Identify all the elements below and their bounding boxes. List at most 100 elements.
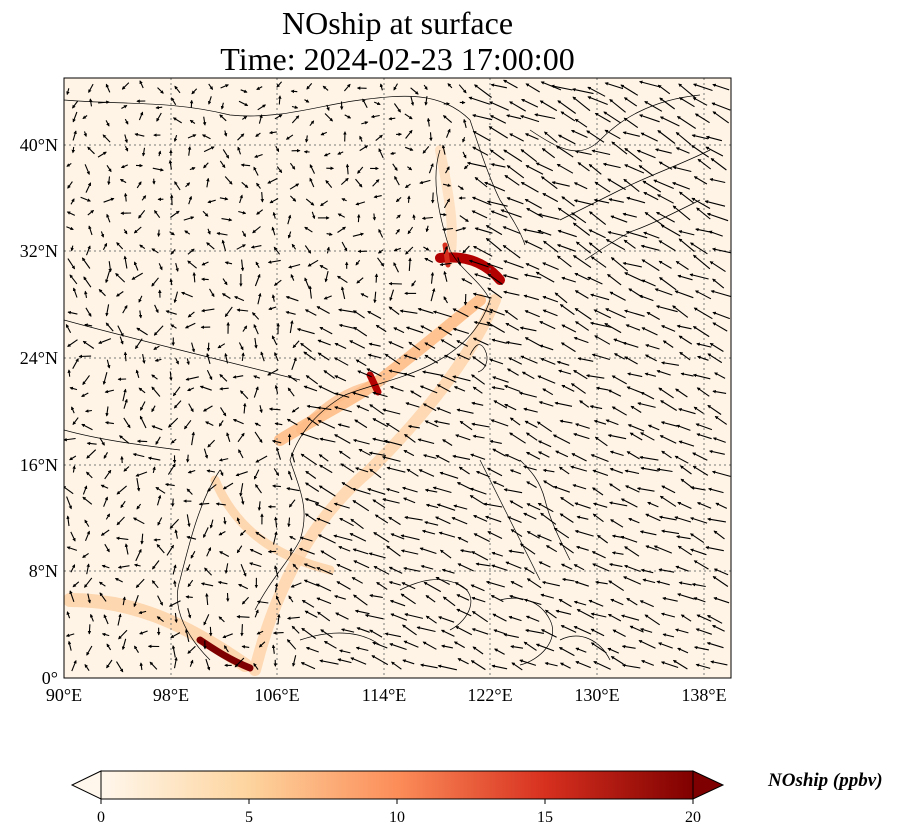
wind-arrow <box>124 118 129 125</box>
wind-arrow <box>309 120 315 127</box>
wind-arrow <box>169 231 175 236</box>
lon-tick-label: 138°E <box>681 685 726 705</box>
wind-arrow <box>412 214 416 220</box>
wind-arrow <box>473 320 493 327</box>
wind-arrow <box>154 358 162 362</box>
wind-arrow <box>586 374 605 379</box>
wind-arrow <box>456 340 469 347</box>
wind-arrow <box>672 305 689 318</box>
wind-arrow <box>405 326 424 334</box>
wind-arrow <box>490 419 509 427</box>
wind-arrow <box>559 419 573 424</box>
wind-arrow <box>570 129 588 139</box>
wind-arrow <box>550 84 573 91</box>
wind-arrow <box>255 132 261 137</box>
wind-arrow <box>420 325 432 332</box>
wind-arrow <box>72 130 77 141</box>
wind-arrow <box>320 131 328 136</box>
wind-arrow <box>706 212 729 222</box>
wind-arrow <box>406 468 419 477</box>
wind-arrow <box>188 195 193 205</box>
wind-arrow <box>524 310 540 318</box>
lon-tick-label: 114°E <box>362 685 407 705</box>
wind-arrow <box>82 340 95 349</box>
wind-arrow <box>525 165 544 175</box>
wind-arrow <box>645 344 660 350</box>
wind-arrow <box>66 226 74 231</box>
wind-arrow <box>389 289 395 301</box>
wind-arrow <box>418 469 435 477</box>
wind-arrow <box>208 83 214 90</box>
wind-arrow <box>184 322 196 329</box>
wind-arrow <box>595 386 609 391</box>
wind-arrow <box>276 81 283 88</box>
wind-arrow <box>509 432 526 444</box>
wind-arrow <box>672 166 692 173</box>
wind-arrow <box>355 178 363 188</box>
wind-arrow <box>337 275 348 284</box>
wind-arrow <box>695 423 713 431</box>
wind-arrow <box>662 340 674 348</box>
wind-arrow <box>523 407 538 413</box>
wind-arrow <box>388 369 405 375</box>
wind-arrow <box>638 165 654 177</box>
wind-arrow <box>502 226 521 235</box>
wind-arrow <box>491 385 505 391</box>
wind-arrow <box>705 146 724 157</box>
wind-arrow <box>311 211 316 220</box>
wind-arrow <box>304 245 312 254</box>
wind-arrow <box>287 231 292 239</box>
wind-arrow <box>641 279 656 287</box>
wind-arrow <box>343 83 351 92</box>
wind-arrow <box>571 453 587 462</box>
wind-arrow <box>241 352 245 361</box>
wind-arrow <box>355 201 366 206</box>
wind-arrow <box>641 259 660 272</box>
lat-tick-label: 0° <box>42 668 58 688</box>
wind-arrow <box>69 455 77 461</box>
wind-arrow <box>234 296 245 302</box>
wind-arrow <box>187 387 195 392</box>
wind-arrow <box>153 325 164 336</box>
wind-arrow <box>542 193 559 203</box>
colorbar-tick-label: 5 <box>245 809 253 826</box>
wind-arrow <box>417 307 434 314</box>
wind-arrow <box>292 340 300 349</box>
wind-arrow <box>271 226 276 236</box>
wind-arrow <box>151 248 159 254</box>
wind-arrow <box>152 167 164 172</box>
wind-arrow <box>206 177 210 188</box>
wind-arrow <box>678 335 693 345</box>
wind-arrow <box>268 407 281 411</box>
wind-arrow <box>605 239 626 251</box>
wind-arrow <box>542 262 559 271</box>
wind-arrow <box>99 437 105 446</box>
wind-arrow <box>714 372 726 379</box>
wind-arrow <box>320 200 329 207</box>
wind-arrow <box>675 260 689 270</box>
wind-arrow <box>207 96 212 105</box>
wind-arrow <box>238 210 247 215</box>
wind-arrow <box>623 117 639 129</box>
wind-arrow <box>141 147 146 157</box>
wind-arrow <box>676 424 691 431</box>
wind-arrow <box>586 130 605 143</box>
wind-arrow <box>238 100 249 107</box>
wind-arrow <box>405 246 414 255</box>
wind-arrow <box>67 310 78 315</box>
wind-arrow <box>661 361 679 366</box>
wind-arrow <box>267 177 278 184</box>
wind-arrow <box>222 278 228 286</box>
wind-arrow <box>105 421 114 425</box>
wind-arrow <box>291 115 300 124</box>
wind-arrow <box>369 404 384 415</box>
wind-arrow <box>503 149 523 163</box>
wind-arrow <box>285 295 299 302</box>
wind-arrow <box>575 241 592 254</box>
wind-arrow <box>640 391 655 400</box>
wind-arrow <box>471 210 488 219</box>
wind-arrow <box>509 133 524 142</box>
wind-arrow <box>500 209 522 218</box>
wind-arrow <box>389 385 404 392</box>
wind-arrow <box>574 290 589 299</box>
